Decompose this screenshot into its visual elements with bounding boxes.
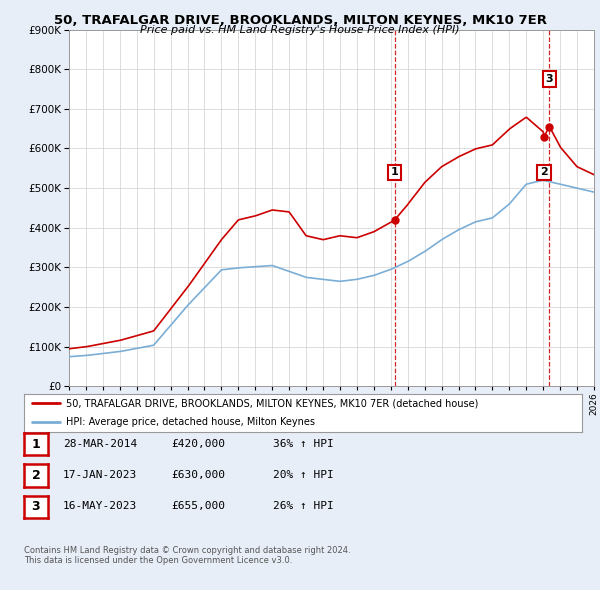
- Text: 1: 1: [32, 438, 40, 451]
- Text: 1: 1: [391, 168, 398, 177]
- Text: £630,000: £630,000: [171, 470, 225, 480]
- Text: Price paid vs. HM Land Registry's House Price Index (HPI): Price paid vs. HM Land Registry's House …: [140, 25, 460, 35]
- Text: £420,000: £420,000: [171, 439, 225, 448]
- Text: 2: 2: [32, 469, 40, 482]
- Text: 28-MAR-2014: 28-MAR-2014: [63, 439, 137, 448]
- Text: 3: 3: [545, 74, 553, 84]
- Text: 50, TRAFALGAR DRIVE, BROOKLANDS, MILTON KEYNES, MK10 7ER (detached house): 50, TRAFALGAR DRIVE, BROOKLANDS, MILTON …: [66, 398, 478, 408]
- Text: 16-MAY-2023: 16-MAY-2023: [63, 502, 137, 511]
- Text: £655,000: £655,000: [171, 502, 225, 511]
- Text: 2: 2: [540, 168, 548, 177]
- Text: 26% ↑ HPI: 26% ↑ HPI: [273, 502, 334, 511]
- Text: 50, TRAFALGAR DRIVE, BROOKLANDS, MILTON KEYNES, MK10 7ER: 50, TRAFALGAR DRIVE, BROOKLANDS, MILTON …: [53, 14, 547, 27]
- Text: 3: 3: [32, 500, 40, 513]
- Text: 20% ↑ HPI: 20% ↑ HPI: [273, 470, 334, 480]
- Text: HPI: Average price, detached house, Milton Keynes: HPI: Average price, detached house, Milt…: [66, 417, 315, 427]
- Text: 36% ↑ HPI: 36% ↑ HPI: [273, 439, 334, 448]
- Text: Contains HM Land Registry data © Crown copyright and database right 2024.
This d: Contains HM Land Registry data © Crown c…: [24, 546, 350, 565]
- Text: 17-JAN-2023: 17-JAN-2023: [63, 470, 137, 480]
